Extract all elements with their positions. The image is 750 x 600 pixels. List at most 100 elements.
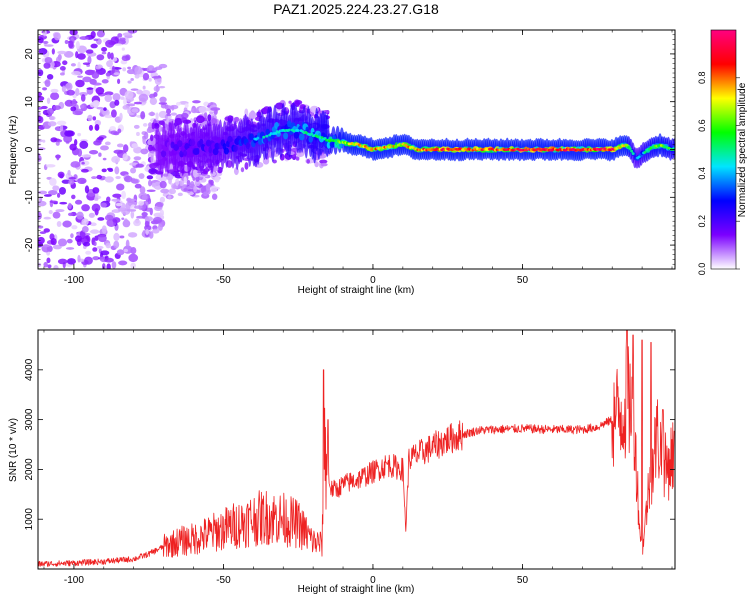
noise-blob bbox=[199, 174, 208, 178]
noise-blob bbox=[210, 118, 217, 124]
noise-blob bbox=[92, 187, 100, 194]
noise-blob bbox=[124, 90, 134, 99]
noise-blob bbox=[192, 100, 201, 104]
ridge-band bbox=[283, 132, 289, 140]
noise-blob bbox=[136, 89, 143, 95]
noise-blob bbox=[38, 92, 43, 97]
noise-blob bbox=[66, 238, 73, 244]
noise-blob bbox=[81, 226, 89, 233]
ridge-band bbox=[189, 139, 196, 147]
noise-blob bbox=[127, 30, 138, 34]
noise-blob bbox=[155, 174, 165, 181]
x-tick-label: -50 bbox=[216, 275, 231, 286]
noise-blob bbox=[38, 111, 41, 116]
noise-blob bbox=[92, 82, 102, 86]
x-tick-label: -100 bbox=[64, 275, 84, 286]
noise-blob bbox=[57, 50, 67, 55]
noise-blob bbox=[157, 223, 163, 231]
ridge-core bbox=[625, 143, 629, 147]
noise-blob bbox=[43, 62, 51, 69]
noise-blob bbox=[81, 161, 85, 165]
noise-blob bbox=[38, 37, 44, 44]
noise-blob bbox=[53, 265, 59, 269]
noise-blob bbox=[134, 74, 140, 79]
noise-blob bbox=[158, 102, 168, 105]
noise-blob bbox=[96, 106, 104, 110]
noise-blob bbox=[111, 156, 121, 163]
noise-blob bbox=[89, 229, 100, 234]
noise-blob bbox=[49, 200, 58, 204]
noise-blob bbox=[101, 51, 107, 55]
noise-blob bbox=[133, 101, 143, 105]
noise-blob bbox=[211, 193, 218, 200]
noise-blob bbox=[174, 117, 183, 126]
noise-blob bbox=[81, 154, 92, 158]
noise-blob bbox=[212, 166, 219, 172]
noise-blob bbox=[82, 62, 91, 65]
noise-blob bbox=[44, 44, 54, 47]
noise-blob bbox=[56, 192, 61, 198]
noise-blob bbox=[43, 228, 50, 233]
noise-blob bbox=[52, 105, 61, 111]
y-tick-label: 1000 bbox=[24, 508, 35, 531]
noise-blob bbox=[133, 156, 142, 161]
noise-blob bbox=[214, 176, 220, 183]
noise-blob bbox=[166, 113, 171, 117]
noise-blob bbox=[41, 244, 51, 248]
noise-blob bbox=[63, 134, 73, 143]
noise-blob bbox=[43, 194, 52, 197]
noise-blob bbox=[141, 194, 148, 200]
noise-blob bbox=[140, 111, 146, 120]
noise-blob bbox=[322, 109, 330, 114]
x-tick-label: 50 bbox=[517, 575, 529, 586]
noise-blob bbox=[295, 156, 300, 161]
noise-blob bbox=[127, 232, 138, 238]
noise-blob bbox=[38, 107, 44, 110]
noise-blob bbox=[130, 88, 139, 91]
noise-blob bbox=[90, 43, 98, 49]
y-tick-label: 3000 bbox=[24, 408, 35, 431]
noise-blob bbox=[136, 131, 140, 137]
noise-blob bbox=[85, 250, 92, 255]
noise-blob bbox=[105, 39, 115, 48]
noise-blob bbox=[125, 239, 130, 248]
noise-blob bbox=[244, 162, 249, 170]
noise-blob bbox=[142, 85, 146, 90]
noise-blob bbox=[129, 162, 139, 166]
noise-blob bbox=[116, 249, 125, 256]
noise-blob bbox=[144, 131, 149, 140]
spectrogram-y-axis-label: Frequency (Hz) bbox=[8, 116, 19, 185]
noise-blob bbox=[203, 191, 208, 197]
noise-blob bbox=[126, 209, 137, 212]
noise-blob bbox=[123, 144, 129, 153]
noise-blob bbox=[91, 203, 101, 212]
noise-blob bbox=[85, 49, 94, 54]
x-tick-label: 50 bbox=[517, 275, 529, 286]
spectral-ridge bbox=[155, 101, 675, 178]
noise-blob bbox=[133, 219, 141, 227]
x-tick-label: -100 bbox=[64, 575, 84, 586]
ridge-band bbox=[233, 145, 238, 153]
noise-blob bbox=[154, 186, 160, 190]
noise-blob bbox=[210, 107, 221, 111]
ridge-band bbox=[227, 135, 233, 143]
noise-blob bbox=[193, 185, 197, 193]
ridge-core bbox=[256, 136, 260, 140]
noise-blob bbox=[48, 210, 53, 215]
x-tick-label: 0 bbox=[370, 575, 376, 586]
noise-blob bbox=[52, 185, 60, 192]
ridge-core bbox=[287, 128, 291, 132]
noise-blob bbox=[46, 257, 51, 264]
noise-blob bbox=[93, 140, 102, 146]
noise-blob bbox=[146, 175, 154, 180]
noise-blob bbox=[72, 110, 83, 116]
noise-blob bbox=[155, 201, 164, 208]
noise-blob bbox=[148, 231, 154, 239]
noise-blob bbox=[114, 43, 123, 46]
noise-blob bbox=[115, 175, 121, 180]
noise-blob bbox=[151, 75, 162, 79]
noise-blob bbox=[126, 197, 132, 203]
noise-blob bbox=[105, 242, 112, 249]
noise-blob bbox=[104, 214, 114, 221]
